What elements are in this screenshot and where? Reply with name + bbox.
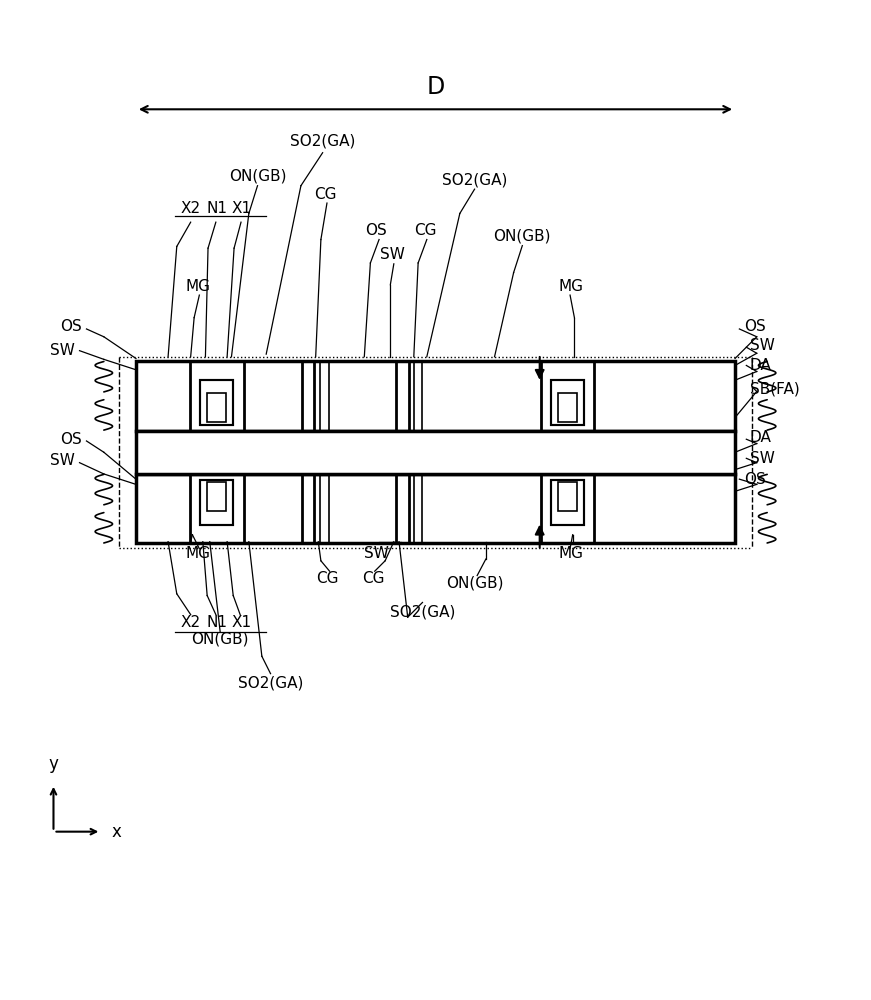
Bar (190, 361, 244, 431)
Text: SW: SW (51, 343, 75, 358)
Text: MG: MG (186, 279, 211, 294)
Text: X1: X1 (232, 201, 252, 216)
Text: OS: OS (744, 472, 766, 487)
Text: X2: X2 (180, 615, 200, 630)
Text: SW: SW (750, 338, 774, 353)
Text: ON(GB): ON(GB) (446, 576, 503, 591)
Text: SO2(GA): SO2(GA) (290, 133, 355, 148)
Text: OS: OS (60, 319, 82, 334)
Bar (136, 361, 735, 431)
Text: SB(FA): SB(FA) (750, 381, 800, 396)
Bar (301, 474, 314, 543)
Text: x: x (111, 823, 122, 841)
Bar (136, 431, 735, 474)
Bar (396, 361, 408, 431)
Text: X2: X2 (180, 201, 200, 216)
Text: SW: SW (380, 247, 404, 262)
Bar (558, 393, 577, 422)
Text: SW: SW (750, 451, 774, 466)
Text: SO2(GA): SO2(GA) (238, 675, 303, 690)
Text: SO2(GA): SO2(GA) (390, 604, 456, 619)
Text: SW: SW (51, 453, 75, 468)
Bar (200, 480, 233, 525)
Text: CG: CG (361, 571, 384, 586)
Text: MG: MG (558, 546, 584, 561)
Bar (541, 474, 594, 543)
Bar (200, 380, 233, 425)
Text: CG: CG (414, 223, 436, 238)
Text: ON(GB): ON(GB) (494, 229, 551, 244)
Bar (414, 474, 422, 543)
Bar (558, 482, 577, 511)
Bar (320, 361, 328, 431)
Bar (207, 393, 226, 422)
Text: y: y (49, 755, 58, 773)
Text: CG: CG (314, 187, 336, 202)
Bar (190, 474, 244, 543)
Bar (541, 361, 594, 431)
Text: SW: SW (364, 546, 388, 561)
Text: CG: CG (315, 571, 338, 586)
Text: ON(GB): ON(GB) (192, 632, 249, 647)
Bar (320, 474, 328, 543)
Text: OS: OS (744, 319, 766, 334)
Text: OS: OS (60, 432, 82, 447)
Bar (551, 480, 584, 525)
Text: SO2(GA): SO2(GA) (442, 172, 507, 187)
Bar (414, 361, 422, 431)
Bar (136, 474, 735, 543)
Bar (396, 474, 408, 543)
Text: ON(GB): ON(GB) (229, 168, 287, 183)
Text: DA: DA (750, 430, 772, 445)
Bar (551, 380, 584, 425)
Text: MG: MG (186, 546, 211, 561)
Text: DA: DA (750, 358, 772, 373)
Text: X1: X1 (232, 615, 252, 630)
Text: N1: N1 (206, 201, 227, 216)
Text: D: D (427, 75, 444, 99)
Bar (301, 361, 314, 431)
Bar (207, 482, 226, 511)
Text: OS: OS (366, 223, 388, 238)
Text: MG: MG (558, 279, 584, 294)
Text: N1: N1 (206, 615, 227, 630)
